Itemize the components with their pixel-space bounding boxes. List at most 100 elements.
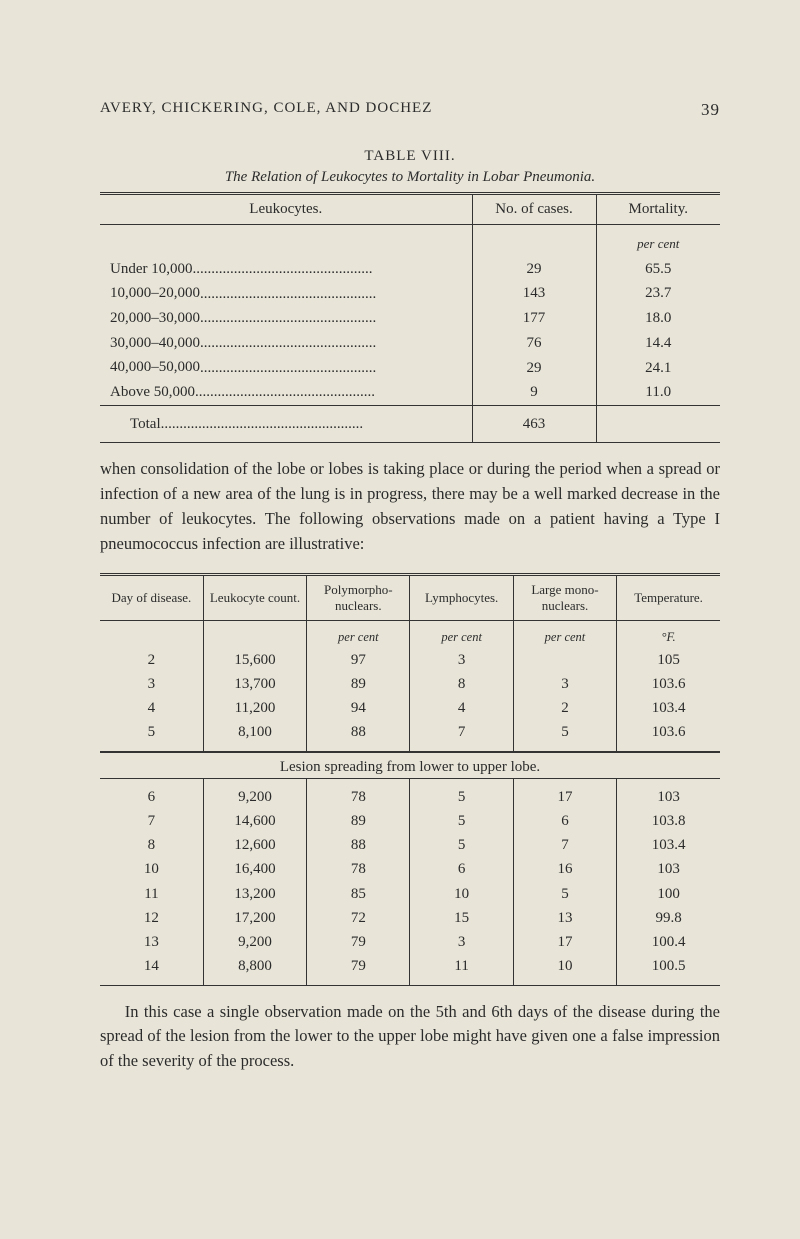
t3-c6-1: 103.8	[617, 809, 720, 833]
table1-caption: The Relation of Leukocytes to Mortality …	[100, 169, 720, 186]
t3-c3-3: 78	[307, 857, 410, 881]
t3-c1-7: 14	[100, 954, 203, 985]
t3-row-7: 148,800791110100.5	[100, 954, 720, 985]
t3-c5-7: 10	[513, 954, 616, 985]
paragraph-1: when consolidation of the lobe or lobes …	[100, 457, 720, 556]
t1-unit-percent: per cent	[596, 225, 720, 257]
t3-c4-6: 3	[410, 930, 513, 954]
t1-total-row: Total...................................…	[100, 405, 720, 443]
t1-mortality-1: 23.7	[596, 281, 720, 306]
t3-c5-6: 17	[513, 930, 616, 954]
t2-c1-0: 2	[100, 648, 203, 672]
t3-c5-1: 6	[513, 809, 616, 833]
t2-c5-2: 2	[513, 696, 616, 720]
t3-row-6: 139,20079317100.4	[100, 930, 720, 954]
page: AVERY, CHICKERING, COLE, AND DOCHEZ 39 T…	[0, 0, 800, 1239]
t3-c3-5: 72	[307, 906, 410, 930]
t3-c2-3: 16,400	[203, 857, 306, 881]
t2-c4-0: 3	[410, 648, 513, 672]
t1-cases-1: 143	[472, 281, 596, 306]
t2-row-1: 313,7008983103.6	[100, 672, 720, 696]
t2-c1-3: 5	[100, 720, 203, 751]
t3-c3-6: 79	[307, 930, 410, 954]
t3-row-5: 1217,20072151399.8	[100, 906, 720, 930]
t3-c3-0: 78	[307, 778, 410, 809]
t3-c4-1: 5	[410, 809, 513, 833]
t3-c5-0: 17	[513, 778, 616, 809]
t3-c4-5: 15	[410, 906, 513, 930]
t2-unit-3: per cent	[307, 620, 410, 647]
t2-row-2: 411,2009442103.4	[100, 696, 720, 720]
t3-c2-1: 14,600	[203, 809, 306, 833]
t3-c4-2: 5	[410, 833, 513, 857]
t2-h5: Large mono-nuclears.	[513, 574, 616, 620]
t1-label-2: 20,000–30,000...........................…	[100, 306, 472, 331]
t2-h3: Polymorpho-nuclears.	[307, 574, 410, 620]
t1-cases-5: 9	[472, 380, 596, 405]
t2-unit-1	[100, 620, 203, 647]
page-number: 39	[701, 100, 720, 120]
t2-c1-2: 4	[100, 696, 203, 720]
t1-total-cases: 463	[472, 405, 596, 443]
t3-row-0: 69,20078517103	[100, 778, 720, 809]
t2-c5-3: 5	[513, 720, 616, 751]
t1-mortality-0: 65.5	[596, 257, 720, 282]
t1-label-0: Under 10,000............................…	[100, 257, 472, 282]
t3-c2-2: 12,600	[203, 833, 306, 857]
t2-row-0: 215,600973 105	[100, 648, 720, 672]
t3-c3-7: 79	[307, 954, 410, 985]
t3-c5-2: 7	[513, 833, 616, 857]
t1-row-4: 40,000–50,000...........................…	[100, 355, 720, 380]
t3-c2-6: 9,200	[203, 930, 306, 954]
t1-total-label: Total...................................…	[100, 405, 472, 443]
t2-c2-0: 15,600	[203, 648, 306, 672]
t2-h1: Day of disease.	[100, 574, 203, 620]
t2-c4-2: 4	[410, 696, 513, 720]
table-leukocytes-mortality: Leukocytes. No. of cases. Mortality. per…	[100, 192, 720, 443]
t2-c6-3: 103.6	[617, 720, 720, 751]
t2-h2: Leukocyte count.	[203, 574, 306, 620]
t3-c5-3: 16	[513, 857, 616, 881]
t2-c4-3: 7	[410, 720, 513, 751]
t3-c1-5: 12	[100, 906, 203, 930]
t2-unit-5: per cent	[513, 620, 616, 647]
t3-row-3: 1016,40078616103	[100, 857, 720, 881]
lesion-spreading-caption: Lesion spreading from lower to upper lob…	[100, 752, 720, 778]
t3-c6-2: 103.4	[617, 833, 720, 857]
t3-c2-0: 9,200	[203, 778, 306, 809]
t2-c3-3: 88	[307, 720, 410, 751]
t1-cases-0: 29	[472, 257, 596, 282]
t3-c2-5: 17,200	[203, 906, 306, 930]
t2-c2-2: 11,200	[203, 696, 306, 720]
t2-c5-0	[513, 648, 616, 672]
t3-c1-2: 8	[100, 833, 203, 857]
t2-unit-4: per cent	[410, 620, 513, 647]
t2-row-3: 58,1008875103.6	[100, 720, 720, 751]
t3-c4-3: 6	[410, 857, 513, 881]
t2-c1-1: 3	[100, 672, 203, 696]
t3-c5-5: 13	[513, 906, 616, 930]
t1-cases-4: 29	[472, 355, 596, 380]
t1-row-5: Above 50,000............................…	[100, 380, 720, 405]
t2-c6-2: 103.4	[617, 696, 720, 720]
t3-c1-1: 7	[100, 809, 203, 833]
t3-c3-1: 89	[307, 809, 410, 833]
t2-unit-2	[203, 620, 306, 647]
t2-c6-0: 105	[617, 648, 720, 672]
table1-label: TABLE VIII.	[100, 148, 720, 165]
t1-cases-3: 76	[472, 331, 596, 356]
t2-c3-0: 97	[307, 648, 410, 672]
running-head-text: AVERY, CHICKERING, COLE, AND DOCHEZ	[100, 100, 432, 120]
t2-c2-1: 13,700	[203, 672, 306, 696]
t3-c6-5: 99.8	[617, 906, 720, 930]
t3-c1-3: 10	[100, 857, 203, 881]
t3-c6-4: 100	[617, 882, 720, 906]
t2-c6-1: 103.6	[617, 672, 720, 696]
t3-c1-4: 11	[100, 882, 203, 906]
t3-c3-2: 88	[307, 833, 410, 857]
t2-c3-2: 94	[307, 696, 410, 720]
t2-c4-1: 8	[410, 672, 513, 696]
t3-row-1: 714,6008956103.8	[100, 809, 720, 833]
t1-row-0: Under 10,000............................…	[100, 257, 720, 282]
t2-c5-1: 3	[513, 672, 616, 696]
